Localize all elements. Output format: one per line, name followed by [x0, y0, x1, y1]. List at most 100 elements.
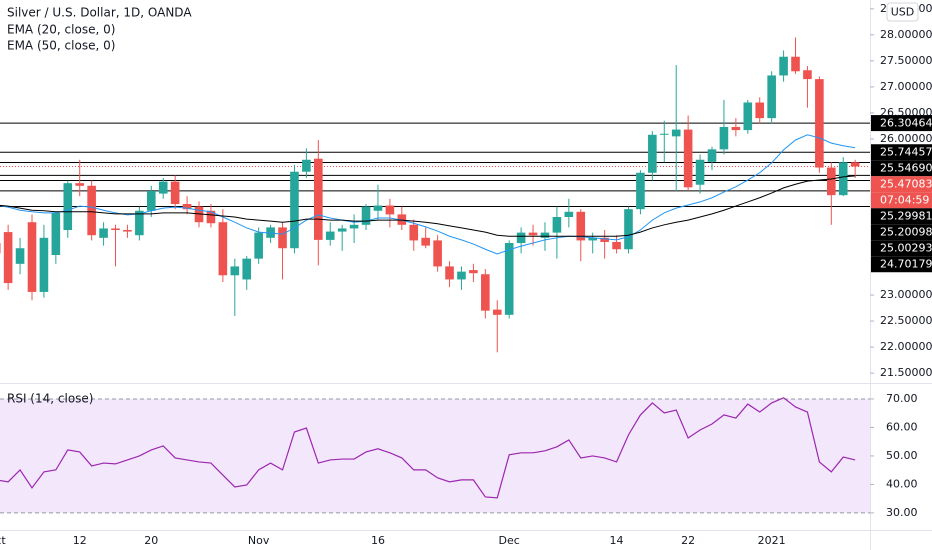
- candle-body: [158, 181, 168, 194]
- candle-body: [767, 75, 776, 119]
- level-label: 24.70179: [880, 258, 932, 271]
- candle-body: [254, 232, 263, 259]
- rsi-pane: [0, 397, 870, 514]
- candle-body: [337, 228, 347, 232]
- x-tick-label: 2021: [758, 534, 786, 547]
- candle-body: [552, 216, 562, 233]
- candle-body: [27, 222, 37, 292]
- level-label: 25.29981: [880, 210, 932, 223]
- candle-body: [99, 228, 108, 238]
- candle-body: [648, 134, 657, 173]
- candle-body: [743, 102, 753, 131]
- level-label-box: [871, 144, 932, 161]
- rsi-title: RSI (14, close): [7, 392, 93, 406]
- candle-body: [409, 224, 419, 241]
- last-price-box: [871, 176, 932, 193]
- candle-body: [671, 129, 681, 137]
- candle-body: [636, 172, 645, 210]
- candle-body: [504, 243, 514, 315]
- price-pane: [0, 37, 870, 353]
- candle-body: [302, 159, 311, 172]
- legend-ema20: EMA (20, close, 0): [7, 23, 115, 37]
- x-tick-label: 12: [73, 534, 87, 547]
- last-price-label: 25.47083: [880, 178, 932, 191]
- level-label: 26.30464: [880, 117, 932, 130]
- candle-body: [278, 227, 287, 249]
- candle-body: [170, 181, 180, 204]
- x-tick-label: Nov: [248, 534, 270, 547]
- candle-body: [290, 171, 299, 249]
- currency-button[interactable]: USD: [886, 2, 919, 22]
- candle-body: [385, 205, 395, 215]
- candle-body: [111, 228, 120, 231]
- candle-body: [576, 211, 586, 241]
- x-tick-label: 14: [610, 534, 624, 547]
- currency-button-box[interactable]: [886, 2, 919, 22]
- candle-body: [564, 211, 574, 217]
- candle-body: [194, 206, 204, 223]
- candle-body: [433, 240, 442, 267]
- candle-body: [481, 274, 490, 311]
- candle-body: [421, 237, 430, 246]
- candle-body: [63, 183, 73, 231]
- candle-body: [492, 309, 502, 315]
- candle-body: [206, 210, 216, 224]
- x-tick-label: Oct: [0, 534, 6, 547]
- candle-body: [695, 159, 705, 185]
- candle-body: [850, 162, 860, 167]
- level-label-box: [871, 224, 932, 241]
- candle-body: [123, 230, 132, 232]
- candle-body: [146, 190, 156, 211]
- candle-body: [659, 133, 669, 135]
- candle-body: [51, 212, 61, 255]
- candle-body: [827, 167, 836, 196]
- candle-body: [15, 248, 25, 264]
- y-tick-label: 27.00000: [880, 80, 932, 93]
- y-tick-label: 26.00000: [880, 132, 932, 145]
- y-tick-label: 21.50000: [880, 366, 932, 379]
- candle-body: [87, 185, 96, 236]
- candle-body: [135, 210, 144, 236]
- candle-body: [75, 183, 85, 186]
- candle-body: [588, 237, 597, 241]
- rsi-tick-label: 30.00: [886, 506, 918, 519]
- y-tick-label: 28.00000: [880, 28, 932, 41]
- candle-body: [242, 258, 252, 280]
- candle-body: [719, 126, 729, 150]
- candle-body: [314, 158, 323, 240]
- rsi-tick-label: 70.00: [886, 392, 918, 405]
- candle-body: [457, 271, 466, 280]
- rsi-line: [0, 397, 856, 499]
- candle-body: [683, 129, 693, 188]
- candle-body: [266, 227, 275, 238]
- level-label: 25.74457: [880, 146, 932, 159]
- candle-body: [707, 149, 717, 162]
- currency-label[interactable]: USD: [891, 6, 915, 19]
- level-label: 25.00293: [880, 242, 932, 255]
- level-label: 25.20098: [880, 226, 932, 239]
- candle-body: [838, 162, 848, 196]
- level-label-box: [871, 160, 932, 177]
- x-tick-label: 22: [681, 534, 695, 547]
- y-tick-label: 22.00000: [880, 340, 932, 353]
- candle-body: [755, 102, 765, 119]
- candle-body: [230, 266, 240, 276]
- candle-body: [815, 79, 824, 168]
- x-tick-label: Dec: [499, 534, 520, 547]
- rsi-tick-label: 60.00: [886, 420, 918, 433]
- y-tick-label: 23.00000: [880, 288, 932, 301]
- level-label-box: [871, 256, 932, 273]
- rsi-tick-label: 50.00: [886, 449, 918, 462]
- candle-body: [600, 237, 609, 242]
- rsi-band: [0, 398, 870, 513]
- candle-body: [791, 56, 800, 72]
- candle-body: [731, 126, 741, 131]
- candle-body: [325, 231, 335, 240]
- x-tick-label: 20: [144, 534, 158, 547]
- candle-body: [516, 232, 526, 244]
- ema-line: [0, 175, 856, 237]
- candle-body: [803, 70, 812, 80]
